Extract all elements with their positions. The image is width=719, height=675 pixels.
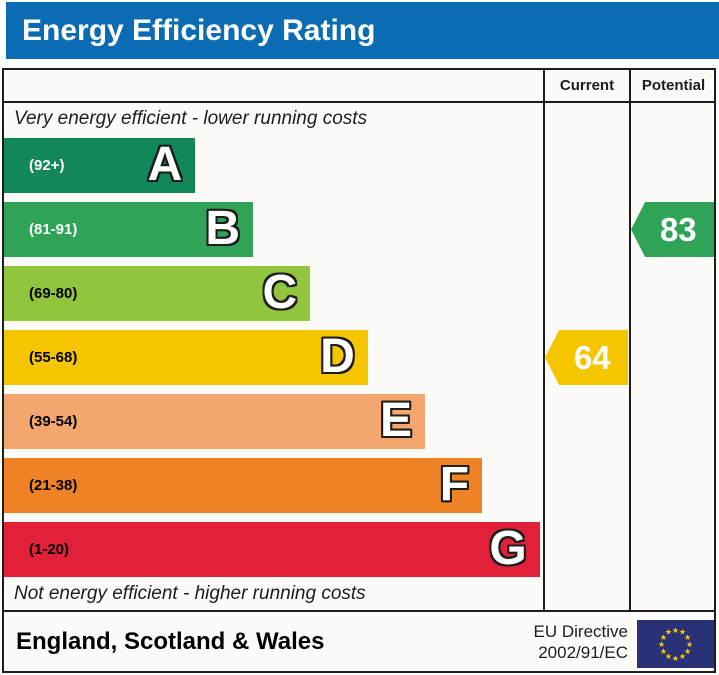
rating-band: (92+) A — [4, 138, 196, 193]
band-range-label: (1-20) — [29, 541, 70, 558]
potential-rating-value: 83 — [659, 211, 697, 248]
band-letter: E — [379, 394, 412, 447]
svg-text:★: ★ — [665, 628, 672, 637]
svg-text:★: ★ — [684, 633, 691, 642]
band-letter: G — [489, 522, 527, 575]
eu-directive-label: EU Directive 2002/91/EC — [450, 621, 628, 663]
rating-band: (69-80) C — [4, 266, 311, 321]
svg-text:★: ★ — [665, 652, 672, 661]
eu-directive-line2: 2002/91/EC — [538, 643, 628, 662]
column-header-potential: Potential — [641, 77, 706, 94]
svg-text:★: ★ — [679, 628, 686, 637]
band-range-label: (81-91) — [29, 221, 78, 238]
rating-band: (1-20) G — [4, 522, 540, 577]
footer-row-divider — [2, 610, 716, 612]
svg-text:★: ★ — [658, 640, 665, 649]
band-range-label: (92+) — [29, 157, 65, 174]
eu-directive-line1: EU Directive — [533, 622, 628, 641]
svg-text:★: ★ — [660, 647, 667, 656]
svg-text:★: ★ — [679, 652, 686, 661]
current-rating-value: 64 — [573, 339, 611, 376]
potential-column-divider — [629, 68, 631, 612]
svg-text:★: ★ — [684, 647, 691, 656]
band-letter: B — [205, 202, 241, 255]
potential-rating-arrow: 83 — [631, 202, 714, 257]
band-range-label: (21-38) — [29, 477, 78, 494]
svg-text:★: ★ — [672, 654, 679, 663]
header-row-divider — [2, 101, 716, 103]
caption-not-efficient: Not energy efficient - higher running co… — [14, 583, 366, 604]
band-letter: D — [320, 330, 355, 383]
band-letter: A — [147, 138, 183, 191]
page-title: Energy Efficiency Rating — [22, 14, 376, 47]
band-letter: C — [262, 266, 298, 319]
band-letter: F — [439, 458, 470, 511]
title-bar: Energy Efficiency Rating — [6, 2, 719, 59]
rating-band: (81-91) B — [4, 202, 254, 257]
caption-very-efficient: Very energy efficient - lower running co… — [14, 108, 368, 129]
rating-band: (55-68) D — [4, 330, 368, 385]
svg-text:★: ★ — [672, 626, 679, 635]
eu-flag-icon: ★ ★ ★ ★ ★ ★ ★ ★ ★ ★ ★ ★ — [637, 620, 714, 668]
band-range-label: (55-68) — [29, 349, 78, 366]
current-rating-arrow: 64 — [545, 330, 628, 385]
svg-text:★: ★ — [686, 640, 693, 649]
column-header-current: Current — [559, 77, 615, 94]
rating-bands: (92+) A (81-91) B (69-80) C (55-68) D (3… — [4, 138, 543, 586]
footer-region-label: England, Scotland & Wales — [16, 628, 325, 655]
svg-text:★: ★ — [660, 633, 667, 642]
rating-band: (39-54) E — [4, 394, 425, 449]
rating-band: (21-38) F — [4, 458, 483, 513]
current-column-divider — [543, 68, 545, 612]
band-range-label: (69-80) — [29, 285, 78, 302]
band-range-label: (39-54) — [29, 413, 78, 430]
